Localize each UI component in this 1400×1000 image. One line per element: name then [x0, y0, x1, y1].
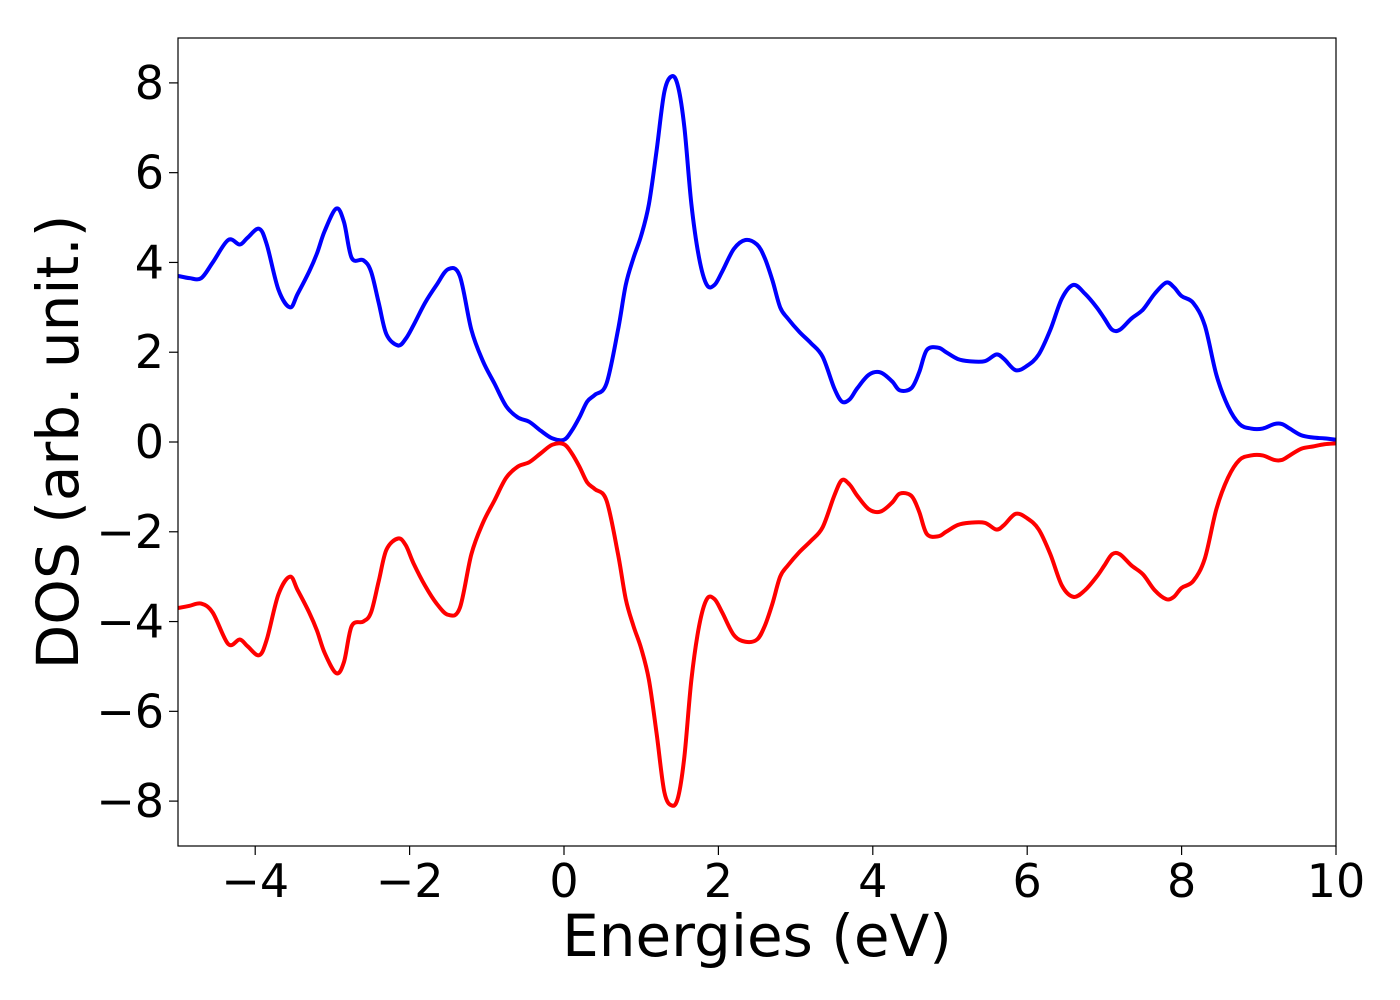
y-tick-label: −2: [96, 505, 164, 559]
x-tick-label: −2: [376, 854, 444, 908]
x-tick-label: 8: [1167, 854, 1196, 908]
y-tick-label: −6: [96, 684, 164, 738]
series-line-negative: [178, 441, 1336, 808]
y-tick-label: 8: [135, 56, 164, 110]
x-tick-label: 4: [858, 854, 887, 908]
y-axis-label: DOS (arb. unit.): [24, 215, 92, 670]
y-tick-label: 6: [135, 146, 164, 200]
x-tick-label: 0: [549, 854, 578, 908]
y-tick-label: −4: [96, 595, 164, 649]
y-tick-label: 2: [135, 325, 164, 379]
axes: −4 −2 0 2 4 6 8 10 −8 −6 −4 −2 0 2 4 6 8: [96, 37, 1366, 908]
x-tick-label: 2: [704, 854, 733, 908]
y-tick-label: −8: [96, 774, 164, 828]
x-axis-label: Energies (eV): [562, 902, 952, 970]
plot-area: [178, 74, 1336, 808]
x-tick-label: 6: [1013, 854, 1042, 908]
x-tick-label: 10: [1307, 854, 1366, 908]
plot-frame: [177, 37, 1337, 847]
y-tick-label: 4: [135, 235, 164, 289]
y-tick-label: 0: [135, 415, 164, 469]
x-tick-label: −4: [221, 854, 289, 908]
series-line-positive: [178, 74, 1336, 443]
